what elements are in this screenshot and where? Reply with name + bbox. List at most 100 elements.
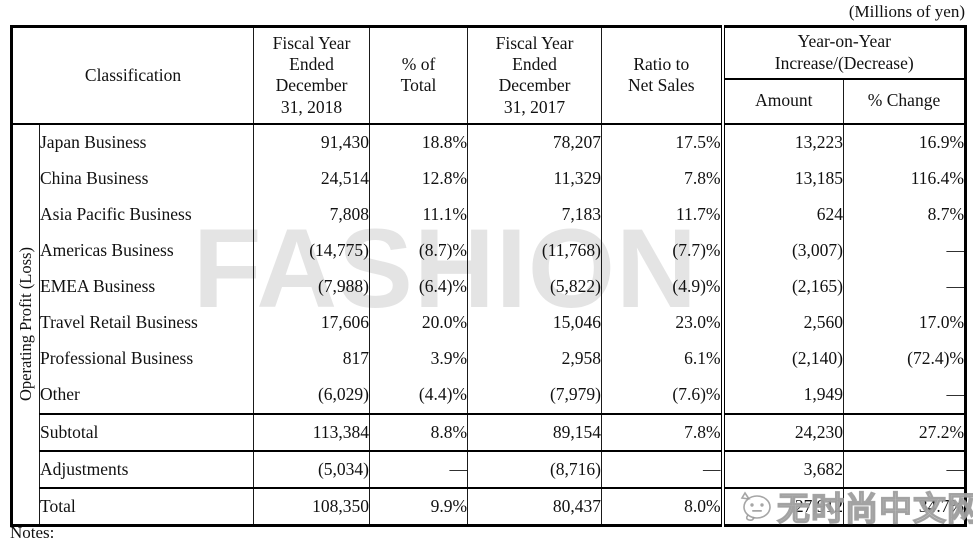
col-header-fy2017-label: Fiscal Year Ended December 31, 2017 (495, 32, 574, 117)
cell-fy2018: (7,988) (253, 268, 371, 305)
cell-yoy-amount: (2,165) (720, 268, 845, 305)
watermark-mascot-icon (738, 487, 776, 526)
cell-yoy-change: — (843, 232, 967, 269)
cell-yoy-amount: 624 (720, 196, 845, 233)
cell-fy2017: 78,207 (467, 123, 603, 161)
col-header-yoy-group-label: Year-on-Year Increase/(Decrease) (774, 31, 914, 73)
notes-label: Notes: (10, 523, 55, 542)
col-header-fy2017: Fiscal Year Ended December 31, 2017 (467, 26, 603, 125)
cell-fy2018: 17,606 (253, 304, 371, 341)
cell-fy2017: (8,716) (467, 450, 603, 489)
units-note: (Millions of yen) (848, 2, 965, 21)
cell-ratio: 8.0% (601, 487, 724, 526)
cell-pct-total: 18.8% (369, 123, 469, 161)
cell-ratio: 7.8% (601, 160, 724, 197)
cell-classification: Other (38, 376, 255, 414)
cell-ratio: (7.6)% (601, 376, 724, 414)
cell-classification: Japan Business (38, 123, 255, 161)
cell-yoy-change: 16.9% (843, 123, 967, 161)
col-header-amount-label: Amount (755, 90, 813, 111)
cell-pct-total: (4.4)% (369, 376, 469, 414)
cell-fy2018: 7,808 (253, 196, 371, 233)
cell-fy2018: 108,350 (253, 487, 371, 526)
cell-fy2017: (5,822) (467, 268, 603, 305)
financial-table: Classification Fiscal Year Ended Decembe… (10, 25, 968, 527)
col-header-classification: Classification (10, 26, 255, 125)
cell-fy2018: 91,430 (253, 123, 371, 161)
cell-pct-total: 20.0% (369, 304, 469, 341)
cell-yoy-change: — (843, 450, 967, 489)
cell-yoy-amount: 24,230 (720, 412, 845, 452)
site-watermark: 无时尚中文网 (738, 482, 973, 530)
cell-fy2018: (5,034) (253, 450, 371, 489)
cell-pct-total: 8.8% (369, 412, 469, 452)
cell-yoy-amount: 1,949 (720, 376, 845, 414)
cell-ratio: 17.5% (601, 123, 724, 161)
cell-classification: Travel Retail Business (38, 304, 255, 341)
table-row-emea: EMEA Business (7,988) (6.4)% (5,822) (4.… (12, 268, 967, 305)
cell-pct-total: (6.4)% (369, 268, 469, 305)
cell-classification: Americas Business (38, 232, 255, 269)
header-row-2: Amount % Change (12, 78, 967, 125)
cell-fy2017: (7,979) (467, 376, 603, 414)
cell-yoy-amount: (2,140) (720, 340, 845, 377)
cell-pct-total: (8.7)% (369, 232, 469, 269)
cell-pct-total: 3.9% (369, 340, 469, 377)
cell-pct-total: 11.1% (369, 196, 469, 233)
cell-ratio: 6.1% (601, 340, 724, 377)
cell-classification: Asia Pacific Business (38, 196, 255, 233)
cell-yoy-change: — (843, 376, 967, 414)
col-header-fy2018-label: Fiscal Year Ended December 31, 2018 (272, 32, 351, 117)
col-header-classification-label: Classification (84, 64, 182, 85)
cell-yoy-amount: 2,560 (720, 304, 845, 341)
cell-pct-total: 9.9% (369, 487, 469, 526)
col-header-pct-change-label: % Change (867, 90, 941, 111)
table-body: Operating Profit (Loss) Japan Business 9… (11, 123, 967, 526)
cell-fy2017: 89,154 (467, 412, 603, 452)
col-header-pct-total: % of Total (369, 26, 469, 125)
table-row-subtotal: Subtotal 113,384 8.8% 89,154 7.8% 24,230… (12, 412, 967, 452)
cell-fy2018: (14,775) (253, 232, 371, 269)
cell-fy2017: 15,046 (467, 304, 603, 341)
table-row-asia-pacific: Asia Pacific Business 7,808 11.1% 7,183 … (12, 196, 967, 233)
col-header-pct-total-label: % of Total (400, 53, 437, 96)
row-group-label-cell: Operating Profit (Loss) (11, 123, 40, 525)
table-row-travel-retail: Travel Retail Business 17,606 20.0% 15,0… (12, 304, 967, 341)
col-header-ratio-net-sales-label: Ratio to Net Sales (627, 53, 695, 96)
cell-yoy-change: (72.4)% (843, 340, 967, 377)
table-row-china: China Business 24,514 12.8% 11,329 7.8% … (12, 160, 967, 197)
cell-classification: Professional Business (38, 340, 255, 377)
cell-fy2017: 2,958 (467, 340, 603, 377)
cell-fy2018: 24,514 (253, 160, 371, 197)
col-header-ratio-net-sales: Ratio to Net Sales (601, 26, 724, 125)
cell-yoy-change: 27.2% (843, 412, 967, 452)
table-row-total: Total 108,350 9.9% 80,437 8.0% 27,912 34… (12, 487, 967, 526)
cell-ratio: 11.7% (601, 196, 724, 233)
cell-fy2017: 80,437 (467, 487, 603, 526)
cell-ratio: 23.0% (601, 304, 724, 341)
cell-ratio: 7.8% (601, 412, 724, 452)
cell-fy2017: 11,329 (467, 160, 603, 197)
table-row-adjustments: Adjustments (5,034) — (8,716) — 3,682 — (12, 450, 967, 489)
cell-yoy-amount: 13,223 (720, 123, 845, 161)
cell-yoy-change: 116.4% (843, 160, 967, 197)
cell-yoy-change: 17.0% (843, 304, 967, 341)
col-header-fy2018: Fiscal Year Ended December 31, 2018 (253, 26, 371, 125)
row-group-label: Operating Profit (Loss) (16, 247, 35, 401)
cell-yoy-amount: 3,682 (720, 450, 845, 489)
cell-yoy-change: 8.7% (843, 196, 967, 233)
table-row-americas: Americas Business (14,775) (8.7)% (11,76… (12, 232, 967, 269)
cell-classification: Adjustments (38, 450, 255, 489)
cell-fy2018: 113,384 (253, 412, 371, 452)
cell-ratio: — (601, 450, 724, 489)
cell-yoy-amount: (3,007) (720, 232, 845, 269)
cell-fy2017: (11,768) (467, 232, 603, 269)
cell-yoy-change: 34.7% (843, 487, 967, 526)
table-row-other: Other (6,029) (4.4)% (7,979) (7.6)% 1,94… (12, 376, 967, 414)
cell-fy2018: 817 (253, 340, 371, 377)
cell-fy2018: (6,029) (253, 376, 371, 414)
cell-fy2017: 7,183 (467, 196, 603, 233)
cell-classification: China Business (38, 160, 255, 197)
header-row-1: Classification Fiscal Year Ended Decembe… (10, 26, 967, 125)
table-row-japan: Operating Profit (Loss) Japan Business 9… (11, 123, 967, 525)
